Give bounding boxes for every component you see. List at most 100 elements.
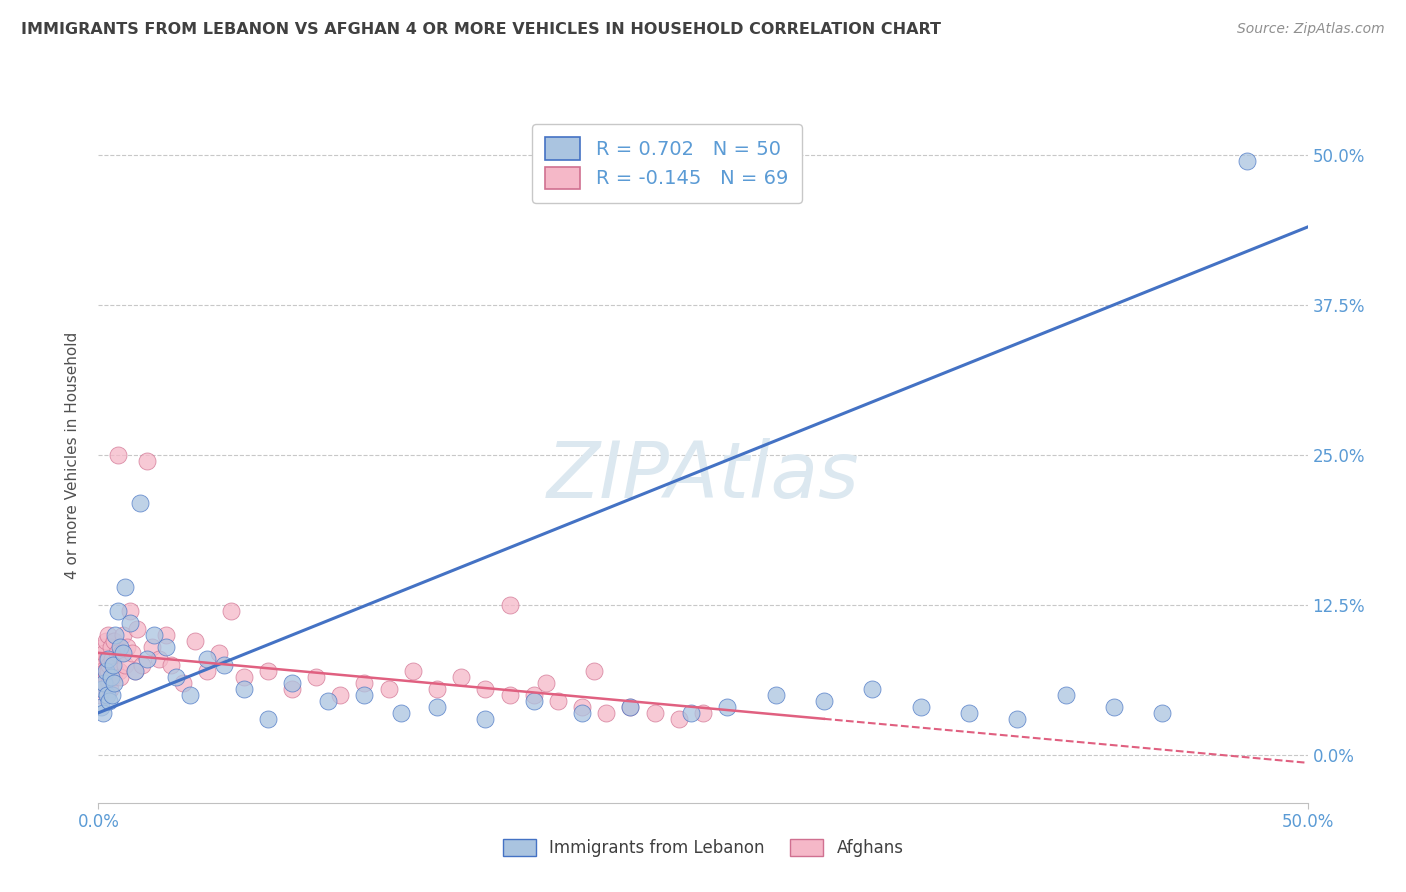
- Point: [90, 652, 112, 666]
- Point: [195, 652, 218, 666]
- Point: [143, 628, 166, 642]
- Point: [135, 652, 157, 666]
- Point: [97, 652, 120, 666]
- Point: [105, 646, 128, 660]
- Point: [100, 640, 122, 654]
- Point: [232, 681, 254, 696]
- Point: [100, 688, 122, 702]
- Point: [184, 633, 207, 648]
- Point: [93, 646, 115, 660]
- Point: [100, 670, 122, 684]
- Point: [90, 699, 112, 714]
- Point: [90, 670, 112, 684]
- Point: [1054, 688, 1077, 702]
- Point: [910, 699, 932, 714]
- Point: [121, 646, 143, 660]
- Point: [108, 664, 131, 678]
- Point: [91, 681, 114, 696]
- Point: [389, 706, 412, 720]
- Point: [94, 664, 117, 678]
- Point: [474, 681, 496, 696]
- Point: [450, 670, 472, 684]
- Point: [571, 706, 593, 720]
- Text: Source: ZipAtlas.com: Source: ZipAtlas.com: [1237, 22, 1385, 37]
- Point: [117, 640, 139, 654]
- Point: [426, 681, 449, 696]
- Y-axis label: 4 or more Vehicles in Household: 4 or more Vehicles in Household: [65, 331, 80, 579]
- Point: [91, 681, 114, 696]
- Point: [93, 676, 115, 690]
- Point: [232, 670, 254, 684]
- Point: [619, 699, 641, 714]
- Point: [97, 628, 120, 642]
- Point: [474, 712, 496, 726]
- Point: [124, 664, 146, 678]
- Point: [644, 706, 666, 720]
- Point: [523, 694, 546, 708]
- Point: [765, 688, 787, 702]
- Point: [165, 670, 187, 684]
- Point: [96, 688, 118, 702]
- Point: [96, 633, 118, 648]
- Point: [316, 694, 339, 708]
- Point: [221, 604, 243, 618]
- Point: [583, 664, 606, 678]
- Point: [110, 646, 132, 660]
- Point: [208, 646, 231, 660]
- Point: [212, 657, 235, 672]
- Text: IMMIGRANTS FROM LEBANON VS AFGHAN 4 OR MORE VEHICLES IN HOUSEHOLD CORRELATION CH: IMMIGRANTS FROM LEBANON VS AFGHAN 4 OR M…: [21, 22, 941, 37]
- Point: [172, 676, 194, 690]
- Point: [160, 657, 183, 672]
- Point: [103, 676, 125, 690]
- Point: [114, 657, 136, 672]
- Point: [103, 633, 125, 648]
- Point: [256, 712, 278, 726]
- Point: [281, 681, 304, 696]
- Point: [101, 670, 124, 684]
- Point: [96, 652, 118, 666]
- Point: [679, 706, 702, 720]
- Point: [155, 640, 177, 654]
- Point: [1007, 712, 1029, 726]
- Point: [148, 652, 170, 666]
- Point: [91, 640, 114, 654]
- Point: [155, 628, 177, 642]
- Point: [104, 664, 127, 678]
- Point: [692, 706, 714, 720]
- Point: [498, 598, 520, 612]
- Point: [94, 670, 117, 684]
- Point: [402, 664, 425, 678]
- Point: [114, 580, 136, 594]
- Point: [111, 628, 134, 642]
- Point: [97, 676, 120, 690]
- Point: [97, 664, 120, 678]
- Point: [91, 706, 114, 720]
- Point: [329, 688, 352, 702]
- Point: [118, 615, 141, 630]
- Point: [128, 496, 150, 510]
- Point: [281, 676, 304, 690]
- Point: [498, 688, 520, 702]
- Point: [256, 664, 278, 678]
- Point: [668, 712, 690, 726]
- Point: [353, 676, 375, 690]
- Point: [860, 681, 883, 696]
- Point: [547, 694, 569, 708]
- Point: [108, 640, 131, 654]
- Point: [93, 676, 115, 690]
- Point: [124, 664, 146, 678]
- Point: [1236, 154, 1258, 169]
- Point: [135, 454, 157, 468]
- Point: [195, 664, 218, 678]
- Point: [89, 688, 111, 702]
- Point: [957, 706, 980, 720]
- Point: [107, 448, 129, 462]
- Point: [107, 604, 129, 618]
- Point: [141, 640, 163, 654]
- Point: [523, 688, 546, 702]
- Point: [89, 676, 111, 690]
- Point: [534, 676, 557, 690]
- Point: [716, 699, 738, 714]
- Legend: Immigrants from Lebanon, Afghans: Immigrants from Lebanon, Afghans: [496, 832, 910, 864]
- Point: [1102, 699, 1125, 714]
